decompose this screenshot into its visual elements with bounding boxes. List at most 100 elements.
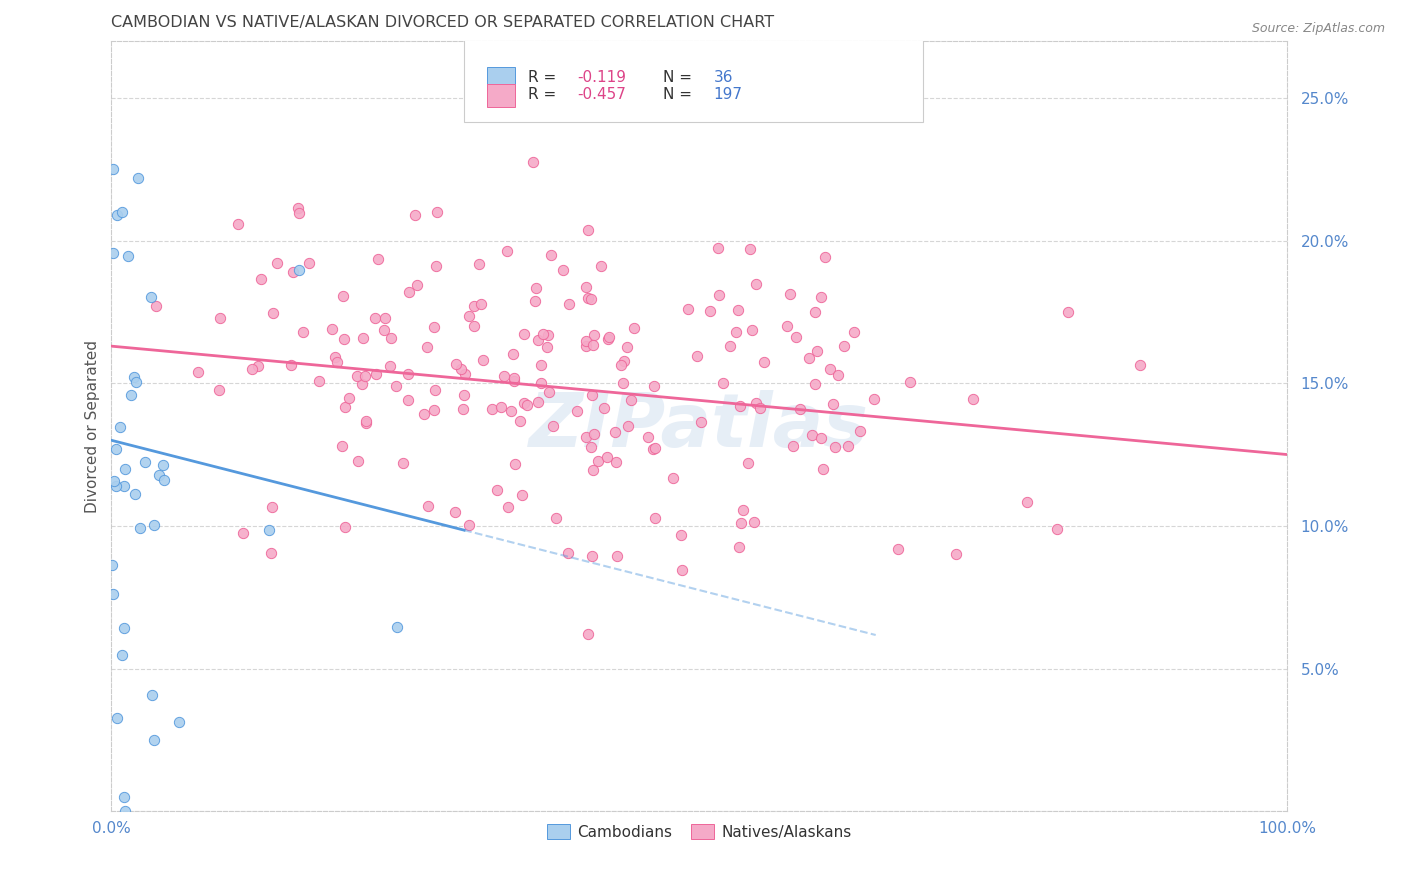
Point: [503, 374, 526, 388]
FancyBboxPatch shape: [464, 37, 922, 122]
Point: [527, 333, 550, 347]
Point: [121, 387, 143, 401]
Point: [350, 376, 373, 391]
Text: 197: 197: [713, 87, 742, 103]
FancyBboxPatch shape: [486, 67, 515, 90]
Point: [727, 540, 749, 554]
Point: [246, 359, 269, 373]
Text: -0.119: -0.119: [576, 70, 626, 85]
Point: [827, 368, 849, 382]
Text: 36: 36: [713, 70, 733, 85]
Point: [523, 293, 546, 308]
Y-axis label: Divorced or Separated: Divorced or Separated: [86, 340, 100, 513]
Point: [565, 404, 588, 418]
FancyBboxPatch shape: [486, 84, 515, 107]
Point: [142, 518, 165, 533]
Point: [671, 563, 693, 577]
Point: [536, 340, 558, 354]
Point: [707, 241, 730, 255]
Point: [605, 455, 627, 469]
Point: [575, 430, 598, 444]
Point: [354, 414, 377, 428]
Point: [453, 388, 475, 402]
Point: [800, 428, 823, 442]
Point: [333, 400, 356, 414]
Point: [575, 338, 598, 352]
Point: [129, 521, 152, 535]
Point: [776, 319, 799, 334]
Point: [346, 369, 368, 384]
Point: [779, 287, 801, 301]
Point: [374, 310, 396, 325]
Point: [824, 440, 846, 454]
Point: [849, 425, 872, 439]
Point: [676, 301, 699, 316]
Point: [321, 322, 343, 336]
Point: [444, 358, 467, 372]
Point: [291, 325, 314, 339]
Point: [122, 370, 145, 384]
Point: [423, 320, 446, 334]
Point: [426, 204, 449, 219]
Point: [425, 383, 447, 397]
Point: [364, 367, 387, 381]
Point: [898, 375, 921, 389]
Point: [187, 365, 209, 379]
Point: [112, 479, 135, 493]
Point: [499, 403, 522, 417]
Point: [582, 463, 605, 477]
Point: [718, 339, 741, 353]
Point: [810, 431, 832, 445]
Point: [669, 528, 692, 542]
Point: [124, 486, 146, 500]
Point: [725, 325, 748, 339]
Point: [557, 546, 579, 560]
Point: [416, 340, 439, 354]
Point: [737, 456, 759, 470]
Point: [598, 330, 620, 344]
Point: [728, 399, 751, 413]
Point: [259, 546, 281, 560]
Point: [396, 393, 419, 408]
Point: [287, 201, 309, 215]
Point: [814, 250, 837, 264]
Point: [422, 402, 444, 417]
Point: [352, 331, 374, 345]
Point: [686, 349, 709, 363]
Point: [610, 358, 633, 372]
Legend: Cambodians, Natives/Alaskans: Cambodians, Natives/Alaskans: [541, 818, 858, 846]
Point: [574, 334, 596, 348]
Point: [112, 789, 135, 804]
Point: [616, 419, 638, 434]
Point: [820, 362, 842, 376]
Point: [543, 419, 565, 434]
Point: [405, 277, 427, 292]
Point: [152, 458, 174, 473]
Point: [101, 587, 124, 601]
Point: [463, 299, 485, 313]
Point: [738, 243, 761, 257]
Point: [458, 517, 481, 532]
Point: [145, 299, 167, 313]
Point: [139, 290, 162, 304]
Point: [544, 511, 567, 525]
Point: [288, 206, 311, 220]
Point: [492, 368, 515, 383]
Point: [148, 467, 170, 482]
Point: [727, 302, 749, 317]
Point: [392, 456, 415, 470]
Point: [326, 354, 349, 368]
Point: [576, 626, 599, 640]
Point: [803, 304, 825, 318]
Point: [101, 246, 124, 260]
Point: [558, 297, 581, 311]
Point: [502, 347, 524, 361]
Point: [1046, 522, 1069, 536]
Point: [530, 376, 553, 390]
Point: [945, 547, 967, 561]
Point: [481, 401, 503, 416]
Point: [522, 155, 544, 169]
Point: [578, 222, 600, 236]
Point: [107, 711, 129, 725]
Point: [596, 450, 619, 464]
